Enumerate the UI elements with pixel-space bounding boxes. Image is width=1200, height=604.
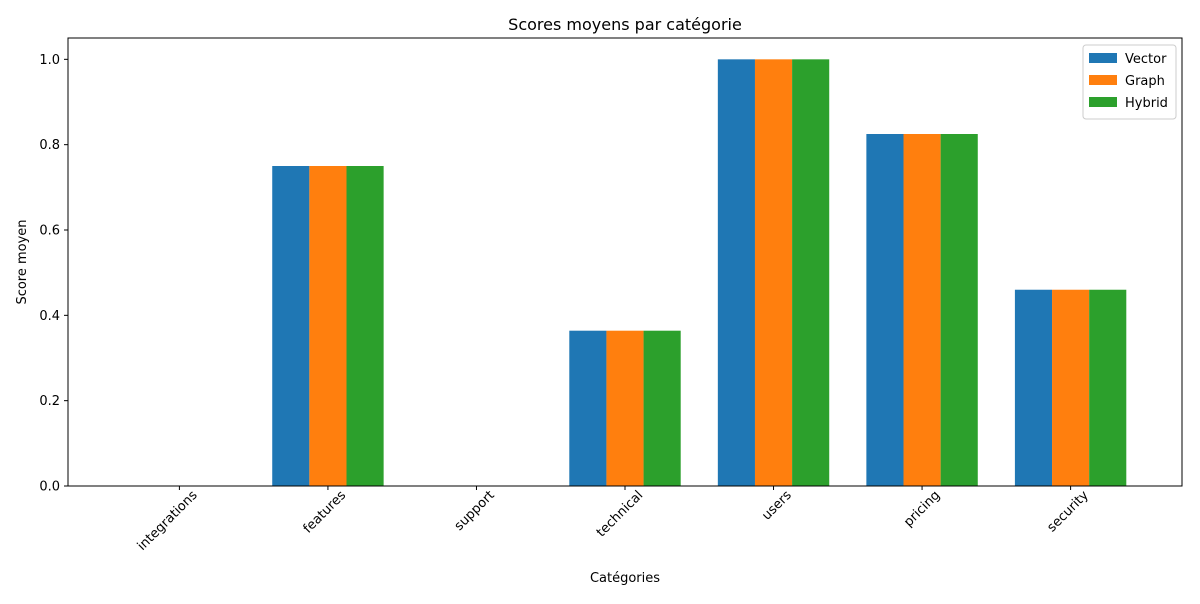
y-tick-label: 0.0 [39, 480, 60, 495]
bar-hybrid-security [1089, 289, 1127, 486]
bar-vector-users [717, 59, 755, 486]
x-tick-label: support [452, 488, 498, 534]
legend-label-graph: Graph [1125, 74, 1165, 89]
bar-vector-features [272, 166, 310, 486]
y-tick-label: 0.8 [39, 138, 60, 153]
bar-hybrid-pricing [940, 134, 978, 486]
x-tick-label: security [1045, 488, 1093, 536]
bar-vector-pricing [866, 134, 904, 486]
legend-swatch-graph [1089, 75, 1117, 85]
legend-swatch-hybrid [1089, 97, 1117, 107]
x-axis: integrations features support technical user… [135, 486, 1092, 554]
bars-layer [272, 59, 1127, 486]
bar-hybrid-features [346, 166, 384, 486]
bar-vector-security [1014, 289, 1053, 486]
y-tick-label: 0.6 [39, 224, 60, 239]
plot-frame [67, 37, 1183, 487]
y-tick-label: 0.4 [39, 309, 60, 324]
bar-graph-features [309, 166, 347, 486]
x-tick-label: integrations [135, 488, 201, 554]
bar-graph-pricing [903, 134, 941, 486]
bar-vector-technical [569, 330, 607, 486]
legend: Vector Graph Hybrid [1082, 44, 1177, 120]
legend-swatch-vector [1089, 53, 1117, 63]
y-tick-label: 0.2 [39, 394, 60, 409]
x-tick-label: pricing [901, 488, 943, 530]
bar-hybrid-users [792, 59, 830, 486]
legend-label-hybrid: Hybrid [1125, 96, 1168, 111]
x-axis-label: Catégories [590, 571, 660, 586]
y-tick-label: 1.0 [39, 53, 60, 68]
x-tick-label: technical [594, 488, 646, 540]
bar-graph-users [754, 59, 793, 486]
bar-graph-security [1052, 289, 1090, 486]
chart-title: Scores moyens par catégorie [508, 15, 742, 34]
y-axis: 0.0 0.2 0.4 0.6 0.8 1.0 [39, 53, 68, 495]
bar-hybrid-technical [643, 330, 681, 486]
y-axis-label: Score moyen [15, 219, 30, 304]
legend-label-vector: Vector [1125, 52, 1167, 67]
bar-graph-technical [606, 330, 644, 486]
x-tick-label: features [301, 488, 350, 537]
x-tick-label: users [759, 488, 795, 524]
